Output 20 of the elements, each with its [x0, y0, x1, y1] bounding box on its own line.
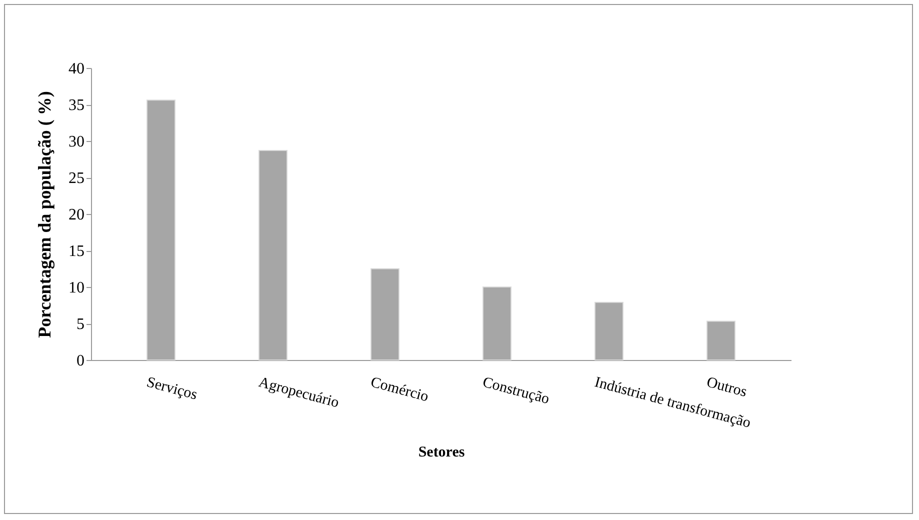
y-tick-label: 20: [68, 206, 84, 224]
y-tick-label: 0: [76, 352, 84, 370]
y-tick-label: 30: [68, 134, 84, 150]
y-tick-label: 5: [76, 316, 84, 333]
bar: [146, 100, 176, 360]
x-tick-label: Outros: [704, 374, 749, 401]
y-tick-label: 15: [68, 243, 84, 260]
y-tick-label: 10: [68, 280, 84, 296]
y-tick-label: 25: [68, 170, 84, 187]
bar: [370, 268, 400, 360]
x-tick-label: Serviços: [144, 374, 200, 404]
bar: [594, 302, 624, 360]
y-tick-label: 35: [68, 97, 84, 114]
x-tick-label: Comércio: [368, 374, 430, 406]
bar: [482, 286, 512, 360]
y-tick-label: 40: [68, 60, 84, 78]
bar: [258, 150, 288, 360]
y-axis-title: Porcentagem da população ( %): [34, 91, 54, 338]
x-axis-title: Setores: [418, 444, 465, 461]
bar: [706, 320, 736, 360]
